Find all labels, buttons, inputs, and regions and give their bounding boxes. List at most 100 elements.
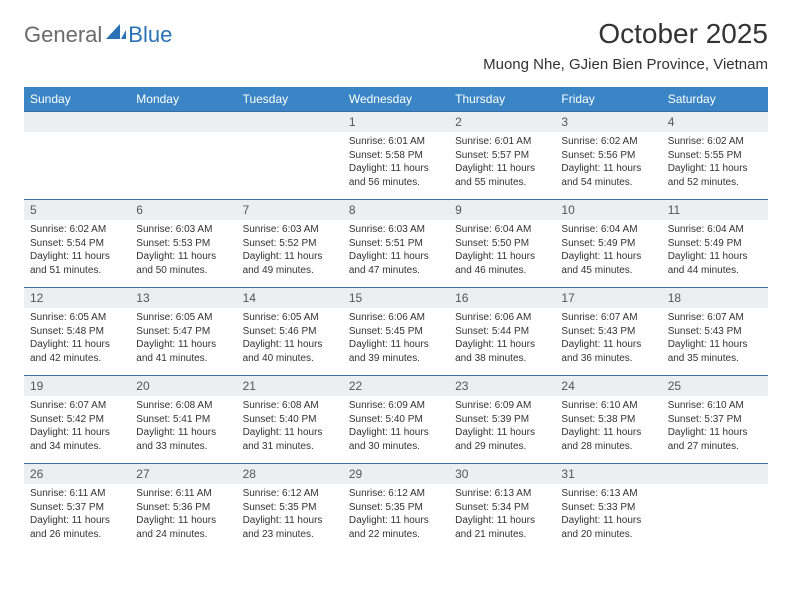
sunset-text: Sunset: 5:45 PM xyxy=(349,325,443,339)
calendar-table: Sunday Monday Tuesday Wednesday Thursday… xyxy=(24,87,768,552)
day-content: Sunrise: 6:03 AMSunset: 5:52 PMDaylight:… xyxy=(237,220,343,283)
calendar-cell: 12Sunrise: 6:05 AMSunset: 5:48 PMDayligh… xyxy=(24,288,130,376)
calendar-cell xyxy=(24,112,130,200)
calendar-cell: 24Sunrise: 6:10 AMSunset: 5:38 PMDayligh… xyxy=(555,376,661,464)
sunset-text: Sunset: 5:40 PM xyxy=(349,413,443,427)
weekday-header: Saturday xyxy=(662,87,768,112)
sunrise-text: Sunrise: 6:06 AM xyxy=(455,311,549,325)
day-number: 10 xyxy=(555,200,661,220)
daylight-text: Daylight: 11 hours and 50 minutes. xyxy=(136,250,230,277)
logo-sail-icon xyxy=(106,24,126,47)
sunrise-text: Sunrise: 6:09 AM xyxy=(455,399,549,413)
day-number: 18 xyxy=(662,288,768,308)
day-content: Sunrise: 6:07 AMSunset: 5:43 PMDaylight:… xyxy=(555,308,661,371)
calendar-cell: 8Sunrise: 6:03 AMSunset: 5:51 PMDaylight… xyxy=(343,200,449,288)
daylight-text: Daylight: 11 hours and 39 minutes. xyxy=(349,338,443,365)
calendar-cell: 3 Sunrise: 6:02 AMSunset: 5:56 PMDaylight… xyxy=(555,112,661,200)
logo-text-blue: Blue xyxy=(128,22,172,48)
weekday-header: Tuesday xyxy=(237,87,343,112)
sunset-text: Sunset: 5:49 PM xyxy=(668,237,762,251)
sunrise-text: Sunrise: 6:02 AM xyxy=(668,135,762,149)
sunrise-text: Sunrise: 6:03 AM xyxy=(349,223,443,237)
calendar-cell: 22Sunrise: 6:09 AMSunset: 5:40 PMDayligh… xyxy=(343,376,449,464)
day-number: 2 xyxy=(449,112,555,132)
calendar-cell: 13Sunrise: 6:05 AMSunset: 5:47 PMDayligh… xyxy=(130,288,236,376)
sunrise-text: Sunrise: 6:12 AM xyxy=(349,487,443,501)
sunrise-text: Sunrise: 6:07 AM xyxy=(30,399,124,413)
daylight-text: Daylight: 11 hours and 54 minutes. xyxy=(561,162,655,189)
calendar-week-row: 26Sunrise: 6:11 AMSunset: 5:37 PMDayligh… xyxy=(24,464,768,552)
calendar-cell: 31Sunrise: 6:13 AMSunset: 5:33 PMDayligh… xyxy=(555,464,661,552)
sunset-text: Sunset: 5:33 PM xyxy=(561,501,655,515)
sunrise-text: Sunrise: 6:09 AM xyxy=(349,399,443,413)
day-content: Sunrise: 6:11 AMSunset: 5:37 PMDaylight:… xyxy=(24,484,130,547)
calendar-week-row: 19Sunrise: 6:07 AMSunset: 5:42 PMDayligh… xyxy=(24,376,768,464)
sunset-text: Sunset: 5:35 PM xyxy=(243,501,337,515)
weekday-header: Friday xyxy=(555,87,661,112)
day-content: Sunrise: 6:09 AMSunset: 5:39 PMDaylight:… xyxy=(449,396,555,459)
daylight-text: Daylight: 11 hours and 21 minutes. xyxy=(455,514,549,541)
daylight-text: Daylight: 11 hours and 41 minutes. xyxy=(136,338,230,365)
sunrise-text: Sunrise: 6:02 AM xyxy=(561,135,655,149)
calendar-cell: 17Sunrise: 6:07 AMSunset: 5:43 PMDayligh… xyxy=(555,288,661,376)
sunrise-text: Sunrise: 6:03 AM xyxy=(136,223,230,237)
day-content: Sunrise: 6:13 AMSunset: 5:34 PMDaylight:… xyxy=(449,484,555,547)
sunset-text: Sunset: 5:34 PM xyxy=(455,501,549,515)
calendar-cell xyxy=(662,464,768,552)
daylight-text: Daylight: 11 hours and 24 minutes. xyxy=(136,514,230,541)
daylight-text: Daylight: 11 hours and 31 minutes. xyxy=(243,426,337,453)
sunrise-text: Sunrise: 6:10 AM xyxy=(668,399,762,413)
sunrise-text: Sunrise: 6:07 AM xyxy=(668,311,762,325)
weekday-header: Wednesday xyxy=(343,87,449,112)
sunset-text: Sunset: 5:37 PM xyxy=(668,413,762,427)
sunset-text: Sunset: 5:51 PM xyxy=(349,237,443,251)
sunrise-text: Sunrise: 6:03 AM xyxy=(243,223,337,237)
sunset-text: Sunset: 5:46 PM xyxy=(243,325,337,339)
sunrise-text: Sunrise: 6:12 AM xyxy=(243,487,337,501)
calendar-cell xyxy=(130,112,236,200)
sunrise-text: Sunrise: 6:04 AM xyxy=(561,223,655,237)
daylight-text: Daylight: 11 hours and 34 minutes. xyxy=(30,426,124,453)
day-content: Sunrise: 6:07 AMSunset: 5:42 PMDaylight:… xyxy=(24,396,130,459)
day-number: 3 xyxy=(555,112,661,132)
calendar-cell: 1Sunrise: 6:01 AMSunset: 5:58 PMDaylight… xyxy=(343,112,449,200)
daylight-text: Daylight: 11 hours and 56 minutes. xyxy=(349,162,443,189)
day-number-empty xyxy=(130,112,236,132)
day-number: 11 xyxy=(662,200,768,220)
calendar-cell: 18Sunrise: 6:07 AMSunset: 5:43 PMDayligh… xyxy=(662,288,768,376)
day-number: 12 xyxy=(24,288,130,308)
daylight-text: Daylight: 11 hours and 22 minutes. xyxy=(349,514,443,541)
calendar-cell: 20Sunrise: 6:08 AMSunset: 5:41 PMDayligh… xyxy=(130,376,236,464)
daylight-text: Daylight: 11 hours and 51 minutes. xyxy=(30,250,124,277)
sunset-text: Sunset: 5:56 PM xyxy=(561,149,655,163)
day-number-empty xyxy=(237,112,343,132)
weekday-header: Sunday xyxy=(24,87,130,112)
day-number: 19 xyxy=(24,376,130,396)
calendar-cell: 14Sunrise: 6:05 AMSunset: 5:46 PMDayligh… xyxy=(237,288,343,376)
day-number: 13 xyxy=(130,288,236,308)
calendar-cell: 30Sunrise: 6:13 AMSunset: 5:34 PMDayligh… xyxy=(449,464,555,552)
calendar-week-row: 1Sunrise: 6:01 AMSunset: 5:58 PMDaylight… xyxy=(24,112,768,200)
sunrise-text: Sunrise: 6:05 AM xyxy=(243,311,337,325)
day-content: Sunrise: 6:02 AMSunset: 5:54 PMDaylight:… xyxy=(24,220,130,283)
daylight-text: Daylight: 11 hours and 52 minutes. xyxy=(668,162,762,189)
day-number: 14 xyxy=(237,288,343,308)
day-content: Sunrise: 6:03 AMSunset: 5:51 PMDaylight:… xyxy=(343,220,449,283)
sunrise-text: Sunrise: 6:07 AM xyxy=(561,311,655,325)
day-number: 26 xyxy=(24,464,130,484)
day-number: 15 xyxy=(343,288,449,308)
day-number: 20 xyxy=(130,376,236,396)
daylight-text: Daylight: 11 hours and 47 minutes. xyxy=(349,250,443,277)
day-content: Sunrise: 6:01 AMSunset: 5:57 PMDaylight:… xyxy=(449,132,555,195)
day-content: Sunrise: 6:08 AMSunset: 5:40 PMDaylight:… xyxy=(237,396,343,459)
sunset-text: Sunset: 5:55 PM xyxy=(668,149,762,163)
daylight-text: Daylight: 11 hours and 46 minutes. xyxy=(455,250,549,277)
day-content: Sunrise: 6:12 AMSunset: 5:35 PMDaylight:… xyxy=(343,484,449,547)
header: General Blue October 2025 Muong Nhe, GJi… xyxy=(24,18,768,73)
calendar-cell: 27Sunrise: 6:11 AMSunset: 5:36 PMDayligh… xyxy=(130,464,236,552)
sunset-text: Sunset: 5:48 PM xyxy=(30,325,124,339)
sunset-text: Sunset: 5:42 PM xyxy=(30,413,124,427)
day-number: 23 xyxy=(449,376,555,396)
sunrise-text: Sunrise: 6:04 AM xyxy=(668,223,762,237)
sunset-text: Sunset: 5:53 PM xyxy=(136,237,230,251)
